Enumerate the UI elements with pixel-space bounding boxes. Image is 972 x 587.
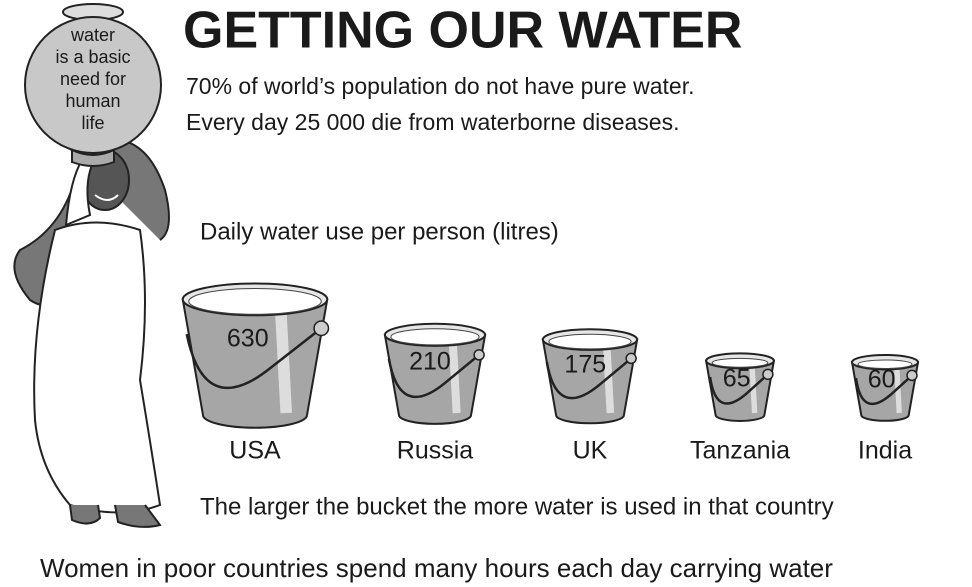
bucket-water (391, 329, 479, 345)
infographic: water is a basic need for human life GET… (0, 0, 972, 587)
jug-line: life (81, 113, 104, 133)
bucket-water (189, 288, 322, 314)
bucket-shine (607, 350, 610, 413)
value-label: 60 (868, 365, 896, 393)
value-label: 630 (227, 324, 269, 352)
category-label: Tanzania (690, 437, 790, 465)
jug-line: need for (60, 69, 126, 89)
chart-title: Daily water use per person (litres) (200, 218, 559, 245)
bucket-lug (314, 321, 328, 335)
jug-line: human (65, 91, 120, 111)
bucket (183, 299, 328, 427)
bucket-lug (626, 353, 636, 363)
jug-line: is a basic (55, 47, 130, 67)
subtitle-line: 70% of world’s population do not have pu… (186, 73, 694, 99)
category-label: Russia (397, 437, 474, 465)
category-label: USA (229, 437, 281, 465)
bucket-shine (281, 315, 286, 413)
category-label: UK (573, 437, 608, 465)
bucket-water (549, 334, 631, 349)
value-label: 65 (723, 364, 751, 392)
subtitle-line: Every day 25 000 die from waterborne dis… (186, 109, 680, 135)
bucket-lug (907, 370, 917, 380)
bucket-shine (897, 369, 899, 413)
caption: Women in poor countries spend many hours… (40, 553, 833, 583)
value-label: 175 (564, 351, 606, 379)
note: The larger the bucket the more water is … (200, 493, 834, 520)
bucket-lug (763, 369, 773, 379)
bucket-shine (752, 368, 754, 413)
woman-illustration (14, 137, 169, 527)
bucket-lug (474, 350, 484, 360)
bucket-shine (453, 346, 457, 413)
value-label: 210 (409, 348, 451, 376)
jug-line: water (70, 25, 115, 45)
title: GETTING OUR WATER (183, 2, 742, 60)
category-label: India (858, 437, 912, 465)
